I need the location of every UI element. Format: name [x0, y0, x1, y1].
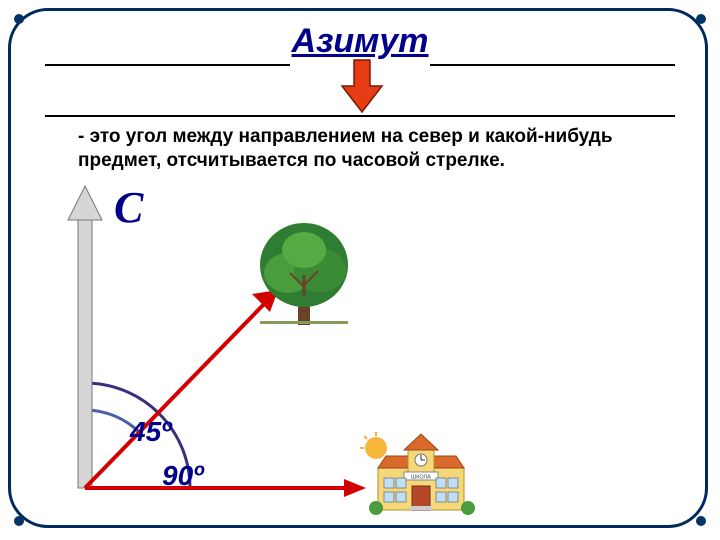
angle-label-90: 90º [162, 460, 203, 492]
red-arrow-45 [85, 290, 278, 488]
school-icon: ШКОЛА [360, 432, 475, 515]
tree-icon [260, 223, 348, 325]
angle-label-45: 45º [130, 416, 171, 448]
north-arrow-icon [68, 186, 102, 488]
down-arrow-icon [340, 58, 384, 114]
divider-top [45, 64, 290, 66]
corner-dot [14, 516, 24, 526]
divider-bottom [45, 115, 675, 117]
svg-text:ШКОЛА: ШКОЛА [411, 475, 431, 481]
definition-text: - это угол между направлением на север и… [78, 125, 660, 173]
slide-title: Азимут [292, 22, 429, 61]
red-arrow-90 [85, 479, 366, 497]
north-label: С [114, 182, 143, 233]
corner-dot [696, 516, 706, 526]
corner-dot [14, 14, 24, 24]
azimuth-diagram: ШКОЛА С 45º 90º [40, 180, 500, 510]
corner-dot [696, 14, 706, 24]
divider-top [430, 64, 675, 66]
